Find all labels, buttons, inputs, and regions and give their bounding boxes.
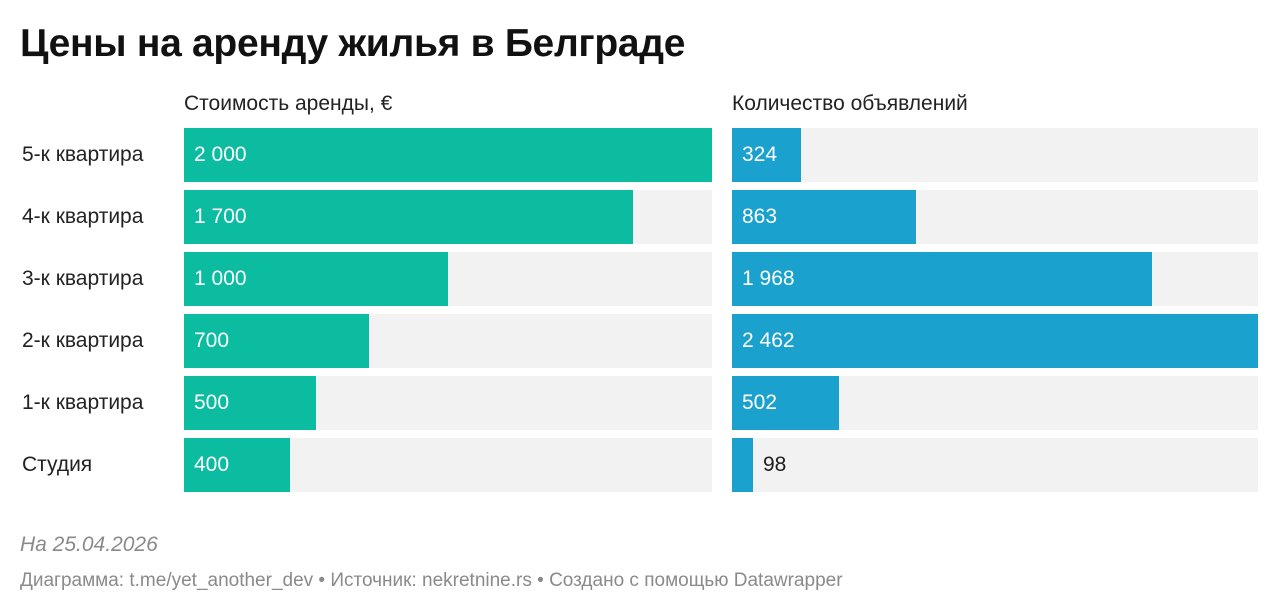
chart-title: Цены на аренду жилья в Белграде <box>20 22 686 65</box>
price-bar-track: 400 <box>184 438 712 492</box>
listings-bar <box>732 128 801 182</box>
listings-bar-track: 1 968 <box>732 252 1258 306</box>
listings-bar-track: 2 462 <box>732 314 1258 368</box>
price-bar <box>184 252 448 306</box>
price-value-label: 1 700 <box>194 205 247 228</box>
price-value-label: 400 <box>194 453 230 476</box>
price-value-label: 2 000 <box>194 143 247 166</box>
price-value-label: 500 <box>194 391 230 414</box>
price-value-label: 700 <box>194 329 230 352</box>
price-bar <box>184 190 633 244</box>
listings-bar <box>732 376 839 430</box>
price-bar-track: 1 700 <box>184 190 712 244</box>
category-label: 1-к квартира <box>22 391 144 414</box>
category-label: 5-к квартира <box>22 143 144 166</box>
listings-value-label: 2 462 <box>742 329 795 352</box>
listings-value-label: 98 <box>763 453 787 476</box>
footer-credits: Диаграмма: t.me/yet_another_dev • Источн… <box>20 570 843 591</box>
date-note: На 25.04.2026 <box>20 533 158 556</box>
category-label: 4-к квартира <box>22 205 144 228</box>
price-column-header: Стоимость аренды, € <box>184 92 393 115</box>
listings-bar <box>732 314 1258 368</box>
price-bar-track: 500 <box>184 376 712 430</box>
price-bar-track: 1 000 <box>184 252 712 306</box>
listings-value-label: 324 <box>742 143 778 166</box>
listings-bar-track: 863 <box>732 190 1258 244</box>
listings-value-label: 1 968 <box>742 267 795 290</box>
category-label: Студия <box>22 453 93 476</box>
price-bar <box>184 314 369 368</box>
listings-value-label: 863 <box>742 205 778 228</box>
listings-bar-track: 98 <box>732 438 1258 492</box>
listings-bar <box>732 190 916 244</box>
price-bar <box>184 128 712 182</box>
price-bar-track: 700 <box>184 314 712 368</box>
listings-value-label: 502 <box>742 391 778 414</box>
listings-bar-track: 502 <box>732 376 1258 430</box>
listings-bar-track: 324 <box>732 128 1258 182</box>
listings-bar <box>732 438 753 492</box>
price-bar <box>184 438 290 492</box>
category-label: 2-к квартира <box>22 329 144 352</box>
price-bar-track: 2 000 <box>184 128 712 182</box>
price-value-label: 1 000 <box>194 267 247 290</box>
listings-column-header: Количество объявлений <box>732 92 968 115</box>
price-bar <box>184 376 316 430</box>
category-label: 3-к квартира <box>22 267 144 290</box>
listings-bar <box>732 252 1152 306</box>
